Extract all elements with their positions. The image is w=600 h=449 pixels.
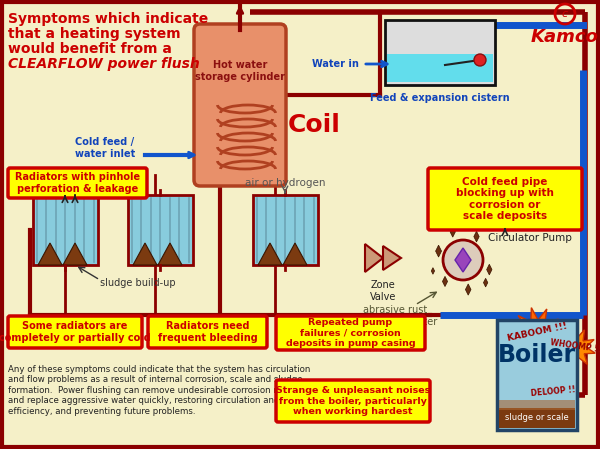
- Bar: [499, 400, 575, 410]
- Text: that a heating system: that a heating system: [8, 27, 181, 41]
- FancyBboxPatch shape: [276, 316, 425, 350]
- Text: Feed & expansion cistern: Feed & expansion cistern: [370, 93, 510, 103]
- Polygon shape: [258, 243, 282, 265]
- Text: KABOOM !!!: KABOOM !!!: [506, 321, 568, 343]
- Polygon shape: [133, 243, 157, 265]
- Polygon shape: [474, 231, 479, 242]
- Text: Radiators with pinhole
perforation & leakage: Radiators with pinhole perforation & lea…: [15, 172, 140, 194]
- Polygon shape: [455, 248, 471, 272]
- Polygon shape: [63, 243, 87, 265]
- Text: DELOOP !!: DELOOP !!: [530, 386, 576, 398]
- Bar: [499, 408, 575, 428]
- Text: WHOOMP !!: WHOOMP !!: [550, 338, 600, 354]
- Text: Coil: Coil: [288, 113, 341, 137]
- Bar: [253, 195, 318, 265]
- Polygon shape: [556, 329, 595, 368]
- Text: Cold feed /
water inlet: Cold feed / water inlet: [75, 137, 135, 159]
- Text: sludge or scale: sludge or scale: [505, 414, 569, 423]
- Text: Hot water
out: Hot water out: [244, 0, 298, 2]
- Circle shape: [443, 240, 483, 280]
- Text: Any of these symptoms could indicate that the system has circulation
and flow pr: Any of these symptoms could indicate tha…: [8, 365, 310, 416]
- FancyBboxPatch shape: [148, 316, 267, 348]
- Bar: [128, 195, 193, 265]
- Polygon shape: [442, 276, 448, 286]
- Text: Strange & unpleasant noises
from the boiler, particularly
when working hardest: Strange & unpleasant noises from the boi…: [276, 386, 430, 416]
- Polygon shape: [431, 268, 434, 274]
- Text: CLEARFLOW power flush: CLEARFLOW power flush: [8, 57, 200, 71]
- Text: would benefit from a: would benefit from a: [8, 42, 172, 56]
- FancyBboxPatch shape: [8, 316, 142, 348]
- Text: Repeated pump
failures / corrosion
deposits in pump casing: Repeated pump failures / corrosion depos…: [286, 318, 415, 348]
- Polygon shape: [383, 246, 401, 270]
- Text: Circulator Pump: Circulator Pump: [488, 233, 572, 243]
- Polygon shape: [535, 372, 571, 408]
- Text: Water in: Water in: [312, 59, 359, 69]
- FancyBboxPatch shape: [8, 168, 147, 198]
- Text: Symptoms which indicate: Symptoms which indicate: [8, 12, 208, 26]
- Polygon shape: [484, 278, 488, 287]
- Text: Some radiators are
completely or partially cold: Some radiators are completely or partial…: [0, 321, 151, 343]
- Polygon shape: [38, 243, 62, 265]
- Text: Radiators need
frequent bleeding: Radiators need frequent bleeding: [158, 321, 257, 343]
- Text: Boiler: Boiler: [498, 343, 576, 367]
- Bar: [387, 54, 493, 82]
- Text: Zone
Valve: Zone Valve: [370, 280, 396, 302]
- Text: c: c: [562, 9, 568, 19]
- Polygon shape: [158, 243, 182, 265]
- Polygon shape: [487, 264, 492, 275]
- Polygon shape: [512, 308, 562, 357]
- FancyBboxPatch shape: [194, 24, 286, 186]
- FancyBboxPatch shape: [428, 168, 582, 230]
- Text: sludge build-up: sludge build-up: [100, 278, 176, 288]
- FancyBboxPatch shape: [276, 380, 430, 422]
- Text: Hot water
storage cylinder: Hot water storage cylinder: [195, 60, 285, 82]
- Text: air or hydrogen: air or hydrogen: [245, 178, 325, 188]
- Circle shape: [474, 54, 486, 66]
- Text: Kamco: Kamco: [531, 28, 599, 46]
- Text: Cold feed pipe
blocking up with
corrosion or
scale deposits: Cold feed pipe blocking up with corrosio…: [456, 176, 554, 221]
- Bar: [385, 20, 495, 85]
- Polygon shape: [365, 244, 383, 272]
- Polygon shape: [466, 284, 471, 295]
- Polygon shape: [283, 243, 307, 265]
- Text: abrasive rust
particles in water: abrasive rust particles in water: [352, 305, 437, 326]
- Bar: [33, 195, 98, 265]
- Polygon shape: [436, 245, 442, 257]
- Bar: [497, 320, 577, 430]
- Polygon shape: [450, 227, 455, 237]
